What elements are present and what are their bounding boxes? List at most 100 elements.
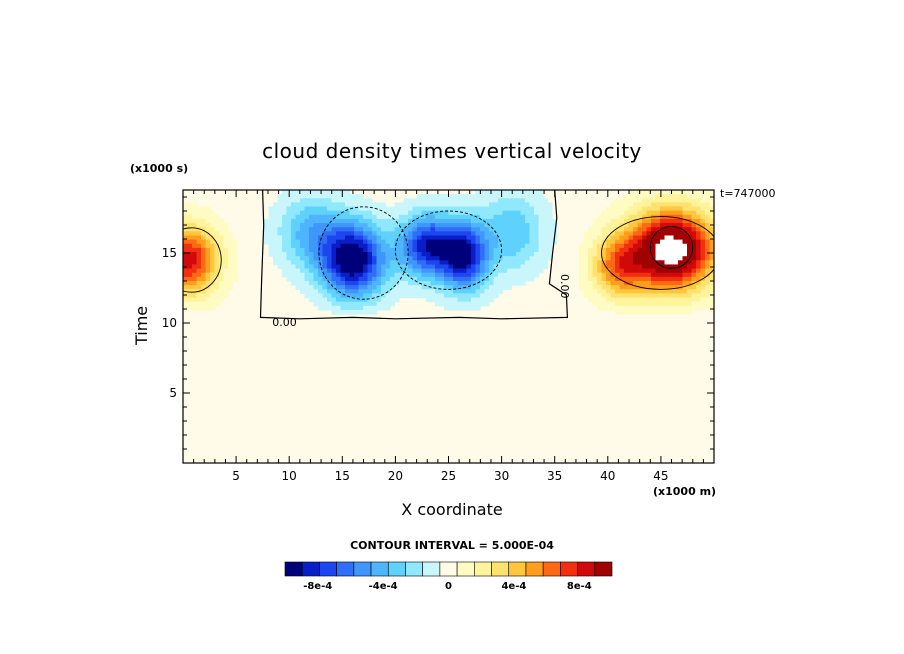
field-cell — [349, 243, 355, 249]
field-cell — [327, 297, 333, 303]
field-cell — [619, 309, 625, 315]
field-cell — [223, 227, 229, 232]
field-cell — [475, 276, 481, 282]
field-cell — [678, 297, 684, 303]
field-cell — [205, 301, 211, 307]
field-cell — [412, 239, 418, 245]
field-cell — [192, 264, 198, 270]
field-cell — [336, 239, 342, 245]
field-cell — [543, 256, 549, 261]
field-cell — [448, 293, 454, 299]
field-cell — [327, 239, 333, 245]
field-cell — [484, 289, 490, 295]
field-cell — [183, 235, 189, 241]
field-cell — [462, 202, 468, 208]
field-cell — [682, 268, 688, 274]
field-cell — [489, 293, 495, 299]
colorbar-swatch — [508, 561, 527, 577]
field-cell — [678, 231, 684, 237]
field-cell — [597, 235, 603, 241]
field-cell — [493, 252, 499, 257]
field-cell — [646, 194, 652, 199]
field-cell — [192, 281, 198, 286]
field-cell — [430, 260, 436, 266]
field-cell — [363, 235, 369, 241]
field-cell — [655, 260, 661, 266]
field-cell — [381, 264, 387, 270]
field-cell — [426, 194, 432, 199]
field-cell — [457, 210, 463, 216]
field-cell — [286, 272, 292, 278]
field-cell — [466, 218, 472, 224]
field-cell — [354, 268, 360, 274]
field-cell — [691, 256, 697, 261]
field-cell — [466, 264, 472, 270]
field-cell — [439, 260, 445, 266]
field-cell — [457, 243, 463, 249]
field-cell — [489, 281, 495, 286]
field-cell — [705, 198, 711, 204]
field-cell — [493, 210, 499, 216]
field-cell — [385, 206, 391, 212]
field-cell — [336, 260, 342, 266]
field-cell — [597, 252, 603, 257]
field-cell — [462, 198, 468, 204]
field-cell — [597, 247, 603, 253]
field-cell — [340, 218, 346, 224]
field-cell — [507, 227, 513, 232]
field-cell — [372, 293, 378, 299]
field-cell — [304, 218, 310, 224]
field-cell — [381, 297, 387, 303]
field-cell — [435, 272, 441, 278]
field-cell — [480, 223, 486, 228]
field-cell — [273, 260, 279, 266]
field-cell — [219, 297, 225, 303]
field-cell — [282, 239, 288, 245]
field-cell — [286, 218, 292, 224]
field-cell — [651, 243, 657, 249]
field-cell — [655, 235, 661, 241]
field-cell — [358, 227, 364, 232]
field-cell — [682, 198, 688, 204]
field-cell — [331, 190, 337, 195]
field-cell — [345, 256, 351, 261]
field-cell — [579, 256, 585, 261]
field-cell — [516, 256, 522, 261]
field-cell — [628, 272, 634, 278]
field-cell — [439, 239, 445, 245]
field-cell — [660, 268, 666, 274]
x-axis-label: X coordinate — [401, 500, 503, 519]
field-cell — [232, 247, 238, 253]
field-cell — [403, 252, 409, 257]
field-cell — [331, 227, 337, 232]
field-cell — [412, 293, 418, 299]
field-cell — [475, 260, 481, 266]
field-cell — [502, 247, 508, 253]
field-cell — [210, 214, 216, 220]
field-cell — [286, 252, 292, 257]
field-cell — [421, 281, 427, 286]
field-cell — [520, 218, 526, 224]
field-cell — [471, 235, 477, 241]
field-cell — [412, 285, 418, 290]
field-cell — [489, 214, 495, 220]
field-cell — [534, 239, 540, 245]
field-cell — [205, 305, 211, 311]
field-cell — [471, 231, 477, 237]
field-cell — [345, 247, 351, 253]
field-cell — [385, 243, 391, 249]
field-cell — [489, 239, 495, 245]
field-cell — [511, 243, 517, 249]
field-cell — [304, 243, 310, 249]
field-cell — [219, 223, 225, 228]
field-cell — [651, 210, 657, 216]
field-cell — [187, 268, 193, 274]
field-cell — [300, 272, 306, 278]
field-cell — [534, 256, 540, 261]
field-cell — [439, 276, 445, 282]
field-cell — [619, 227, 625, 232]
field-cell — [430, 206, 436, 212]
field-cell — [385, 301, 391, 307]
field-cell — [336, 285, 342, 290]
field-cell — [516, 239, 522, 245]
